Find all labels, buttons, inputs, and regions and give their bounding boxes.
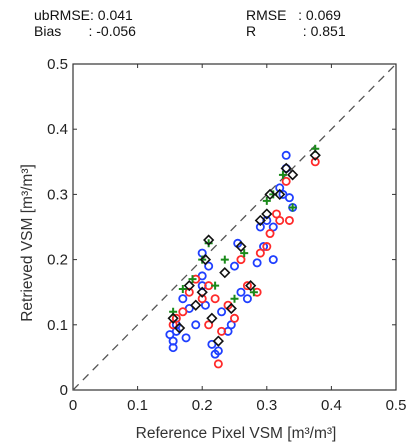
y-tick-label: 0.2 [47, 252, 68, 269]
data-point [309, 149, 321, 161]
data-point [178, 307, 188, 317]
x-tick-label: 0.1 [127, 397, 148, 414]
data-point [173, 322, 186, 334]
y-tick-label: 0.3 [47, 186, 68, 203]
x-tick-label: 0 [69, 397, 77, 414]
x-tick-label: 0.3 [256, 397, 277, 414]
y-axis-label: Retrieved VSM [m³/m³] [19, 164, 36, 322]
stat-r: R : 0.851 [246, 23, 346, 39]
data-point [204, 261, 214, 271]
x-tick-label: 0.4 [321, 397, 342, 414]
data-point [310, 157, 320, 167]
stat-rmse: RMSE : 0.069 [246, 7, 341, 23]
data-point [262, 242, 272, 252]
y-tick-label: 0.1 [47, 317, 68, 334]
data-point [217, 326, 227, 336]
data-point [204, 320, 214, 330]
data-point [242, 294, 252, 304]
data-point [252, 258, 262, 268]
data-point [225, 302, 237, 315]
data-point [281, 176, 291, 186]
data-point [249, 288, 258, 297]
data-point [278, 189, 288, 199]
data-point [191, 320, 201, 330]
y-tick-label: 0.5 [47, 56, 68, 73]
data-point [213, 359, 223, 369]
data-point [206, 312, 218, 324]
data-point [210, 294, 220, 304]
data-point [281, 150, 291, 160]
data-point [178, 284, 187, 293]
data-point [229, 261, 239, 271]
data-point [254, 214, 266, 227]
data-point [204, 239, 213, 248]
reference-line-group [72, 63, 397, 391]
data-point [261, 208, 273, 220]
data-point [168, 343, 178, 353]
plot-frame [72, 63, 397, 391]
data-point [229, 313, 239, 323]
data-point [217, 307, 227, 317]
x-tick-label: 0.2 [192, 397, 213, 414]
one-to-one-line [72, 63, 397, 391]
tick-labels: 0 0.1 0.2 0.3 0.4 0.5 0 0.1 0.2 0.3 0.4 0.5 [47, 56, 406, 414]
y-tick-label: 0.4 [47, 121, 68, 138]
data-points [165, 144, 321, 369]
data-point [264, 188, 276, 201]
data-point [207, 339, 217, 349]
data-point [274, 188, 286, 201]
data-point [275, 215, 285, 225]
data-point [278, 170, 287, 179]
data-point [190, 299, 202, 311]
stat-ubrmse: ubRMSE: 0.041 [34, 7, 133, 23]
x-axis-label: Reference Pixel VSM [m³/m³] [136, 425, 337, 442]
data-point [212, 335, 224, 347]
data-point [288, 203, 297, 212]
data-point [219, 267, 231, 279]
data-point [230, 294, 239, 303]
x-tick-label: 0.5 [386, 397, 407, 414]
data-point [242, 281, 252, 291]
data-point [287, 169, 299, 181]
data-point [178, 294, 188, 304]
data-point [198, 255, 207, 264]
data-point [213, 346, 223, 356]
data-point [199, 253, 212, 266]
plot-border [72, 63, 397, 391]
data-point [211, 281, 220, 290]
data-point [236, 287, 246, 297]
data-point [280, 162, 292, 174]
data-point [181, 333, 191, 343]
data-point [284, 215, 294, 225]
data-point [188, 275, 197, 284]
stat-bias: Bias : -0.056 [34, 23, 136, 39]
data-point [171, 313, 181, 323]
y-tick-label: 0 [60, 382, 68, 399]
data-point [265, 229, 275, 239]
data-point [255, 222, 265, 232]
data-point [240, 249, 249, 258]
data-point [236, 255, 246, 265]
data-point [262, 196, 271, 205]
data-point [165, 330, 175, 340]
data-point [183, 280, 195, 292]
data-point [245, 280, 257, 292]
data-point [196, 286, 208, 298]
data-point [197, 294, 207, 304]
data-point [184, 287, 194, 297]
data-point [203, 234, 215, 246]
data-point [235, 240, 247, 253]
data-point [167, 312, 179, 324]
data-point [268, 255, 278, 265]
data-point [262, 215, 272, 225]
data-point [220, 255, 229, 264]
data-point [255, 248, 265, 258]
